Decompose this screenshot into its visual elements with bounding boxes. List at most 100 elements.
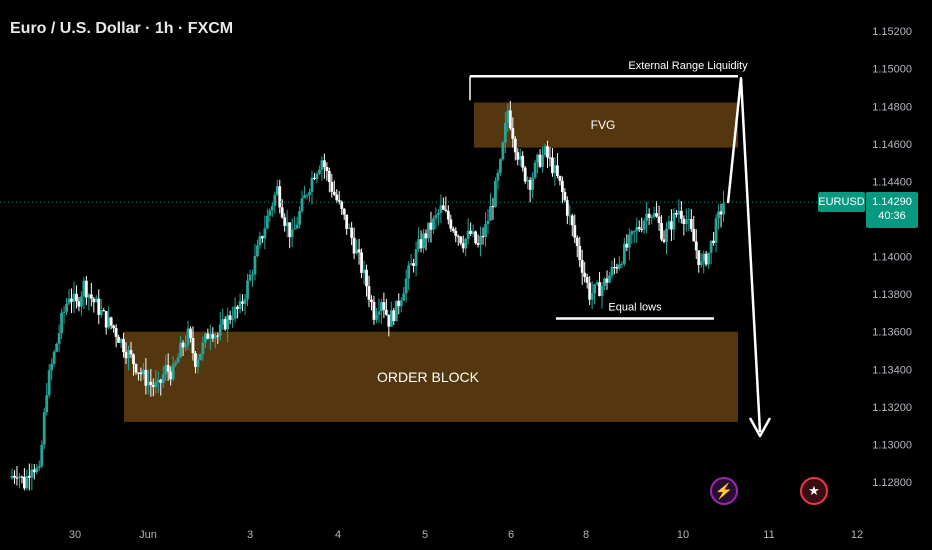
candle-body[interactable] — [466, 230, 470, 239]
candle-body[interactable] — [613, 267, 616, 269]
candle-body[interactable] — [660, 223, 663, 240]
candle-body[interactable] — [379, 302, 383, 312]
candle-body[interactable] — [141, 369, 145, 375]
candle-body[interactable] — [412, 263, 416, 266]
candle-body[interactable] — [635, 227, 639, 232]
candle-body[interactable] — [313, 177, 316, 179]
candle-body[interactable] — [189, 328, 192, 339]
candle-body[interactable] — [603, 278, 606, 286]
candle-body[interactable] — [164, 365, 168, 375]
candle-body[interactable] — [253, 256, 257, 275]
candle-body[interactable] — [449, 219, 453, 229]
candle-body[interactable] — [672, 212, 676, 230]
candle-body[interactable] — [717, 211, 720, 219]
candle-body[interactable] — [694, 241, 698, 251]
candle-body[interactable] — [439, 205, 443, 213]
candle-body[interactable] — [308, 192, 311, 196]
candle-body[interactable] — [498, 159, 502, 173]
candle-body[interactable] — [637, 227, 641, 230]
candle-body[interactable] — [377, 311, 381, 315]
candle-body[interactable] — [417, 239, 420, 250]
candle-body[interactable] — [667, 221, 671, 229]
candle-body[interactable] — [25, 475, 29, 489]
candle-body[interactable] — [124, 352, 128, 359]
candle-body[interactable] — [362, 269, 366, 274]
candle-body[interactable] — [260, 236, 264, 239]
lightning-icon[interactable]: ⚡ — [710, 477, 738, 505]
candle-body[interactable] — [50, 363, 54, 371]
candle-body[interactable] — [305, 195, 309, 197]
candle-body[interactable] — [665, 228, 668, 242]
candle-body[interactable] — [620, 263, 624, 265]
candle-body[interactable] — [427, 222, 430, 239]
candle-body[interactable] — [570, 215, 574, 226]
candle-body[interactable] — [399, 300, 403, 307]
candle-body[interactable] — [179, 342, 182, 358]
candle-body[interactable] — [437, 212, 440, 215]
candle-body[interactable] — [270, 205, 274, 211]
candle-body[interactable] — [263, 228, 267, 239]
candle-body[interactable] — [444, 209, 448, 212]
candle-body[interactable] — [330, 182, 334, 192]
candle-body[interactable] — [345, 214, 349, 229]
candle-body[interactable] — [201, 342, 205, 354]
candle-body[interactable] — [45, 395, 49, 413]
candle-body[interactable] — [553, 165, 557, 174]
candle-body[interactable] — [275, 186, 279, 195]
candle-body[interactable] — [622, 243, 626, 264]
candle-body[interactable] — [474, 231, 478, 244]
candle-body[interactable] — [169, 371, 173, 380]
candle-body[interactable] — [337, 200, 341, 202]
candle-body[interactable] — [268, 210, 272, 216]
candle-body[interactable] — [293, 228, 297, 230]
candle-body[interactable] — [610, 267, 614, 276]
candle-body[interactable] — [677, 210, 681, 215]
candle-body[interactable] — [322, 160, 326, 168]
candle-body[interactable] — [551, 157, 554, 174]
candle-body[interactable] — [598, 282, 601, 297]
candle-body[interactable] — [151, 384, 155, 387]
candle-body[interactable] — [107, 317, 111, 328]
candle-body[interactable] — [679, 210, 683, 219]
fvg-zone[interactable] — [474, 102, 738, 148]
candle-body[interactable] — [511, 128, 515, 139]
candle-body[interactable] — [563, 191, 567, 201]
candle-body[interactable] — [375, 314, 378, 320]
candle-body[interactable] — [280, 207, 284, 218]
candle-body[interactable] — [503, 122, 507, 143]
candle-body[interactable] — [583, 272, 587, 277]
candle-body[interactable] — [80, 296, 83, 307]
candle-body[interactable] — [186, 328, 190, 345]
candle-body[interactable] — [675, 212, 678, 215]
candle-body[interactable] — [137, 372, 140, 374]
candle-body[interactable] — [42, 412, 46, 445]
candle-body[interactable] — [246, 280, 249, 300]
candle-body[interactable] — [216, 335, 220, 337]
candle-body[interactable] — [18, 476, 21, 478]
candle-body[interactable] — [298, 211, 301, 225]
candle-body[interactable] — [218, 324, 222, 336]
candle-body[interactable] — [119, 338, 123, 343]
us-flag-icon[interactable]: ★ — [800, 477, 828, 505]
candle-body[interactable] — [697, 250, 701, 266]
candle-body[interactable] — [60, 312, 63, 334]
candle-body[interactable] — [181, 342, 185, 348]
candle-body[interactable] — [593, 284, 597, 294]
candle-body[interactable] — [699, 261, 703, 266]
candle-body[interactable] — [300, 198, 304, 212]
candle-body[interactable] — [75, 293, 78, 302]
candle-body[interactable] — [156, 379, 160, 382]
candle-body[interactable] — [615, 267, 619, 269]
candle-body[interactable] — [670, 221, 673, 230]
candle-body[interactable] — [243, 299, 247, 304]
candle-body[interactable] — [682, 218, 686, 225]
candle-body[interactable] — [37, 466, 41, 468]
candle-body[interactable] — [347, 227, 351, 229]
candle-body[interactable] — [533, 162, 537, 178]
candle-body[interactable] — [625, 243, 629, 248]
candle-body[interactable] — [518, 155, 522, 160]
candle-body[interactable] — [256, 245, 259, 257]
candle-body[interactable] — [432, 218, 435, 230]
candle-body[interactable] — [513, 138, 517, 153]
